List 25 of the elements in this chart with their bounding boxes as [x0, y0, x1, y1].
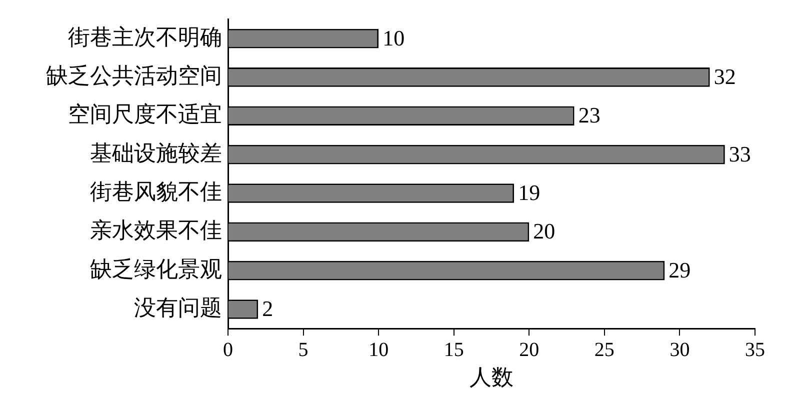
y-tick-label: 没有问题: [134, 295, 222, 320]
x-tick-label: 30: [670, 338, 690, 361]
x-tick-label: 0: [223, 338, 233, 361]
y-tick-label: 缺乏绿化景观: [90, 256, 222, 282]
y-tick-label: 街巷风貌不佳: [90, 179, 222, 204]
y-tick-label: 街巷主次不明确: [68, 24, 222, 50]
x-tick-label: 25: [594, 338, 614, 361]
x-tick-label: 20: [519, 338, 540, 361]
y-tick-label: 亲水效果不佳: [90, 218, 222, 243]
x-axis-title: 人数: [470, 364, 514, 390]
data-label: 23: [578, 102, 600, 128]
y-tick-label: 空间尺度不适宜: [68, 102, 222, 127]
y-tick-label: 缺乏公共活动空间: [46, 62, 222, 88]
x-tick-label: 15: [444, 338, 464, 361]
y-tick-label: 基础设施较差: [90, 140, 222, 166]
data-label: 20: [533, 218, 556, 244]
x-tick-label: 35: [745, 338, 765, 361]
data-label: 2: [262, 296, 274, 322]
data-label: 19: [518, 180, 540, 206]
data-label: 29: [668, 257, 691, 282]
data-label: 10: [382, 25, 405, 50]
data-label: 32: [714, 64, 736, 89]
x-tick-label: 10: [368, 338, 389, 361]
x-tick-label: 5: [298, 338, 308, 361]
data-label: 33: [728, 141, 751, 166]
